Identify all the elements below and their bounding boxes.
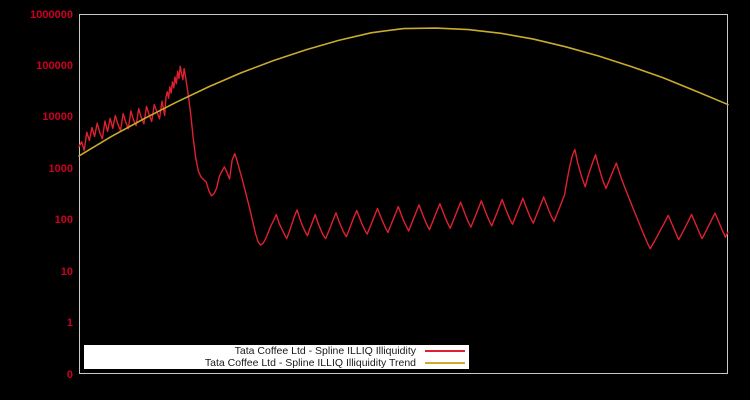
legend-entry-illiquidity-trend: Tata Coffee Ltd - Spline ILLIQ Illiquidi… (84, 357, 469, 369)
y-axis-tick-100: 100 (54, 214, 73, 226)
line-series-illiquidity (78, 65, 729, 250)
legend-swatch-illiquidity (425, 350, 465, 352)
legend-entry-illiquidity: Tata Coffee Ltd - Spline ILLIQ Illiquidi… (84, 345, 469, 357)
y-axis-tick-labels: 1000000 100000 10000 1000 100 10 1 0 (0, 0, 73, 400)
y-axis-tick-1000000: 1000000 (30, 9, 73, 21)
line-series-illiquidity-trend (78, 27, 729, 157)
y-axis-tick-10: 10 (60, 266, 73, 278)
y-axis-tick-1: 1 (66, 317, 73, 329)
y-axis-tick-100000: 100000 (36, 60, 73, 72)
y-axis-tick-1000: 1000 (48, 163, 73, 175)
chart-legend: Tata Coffee Ltd - Spline ILLIQ Illiquidi… (84, 345, 469, 369)
y-axis-tick-10000: 10000 (42, 111, 73, 123)
y-axis-tick-0: 0 (66, 369, 73, 381)
legend-swatch-illiquidity-trend (425, 362, 465, 364)
plot-area (79, 14, 728, 374)
legend-label-illiquidity: Tata Coffee Ltd - Spline ILLIQ Illiquidi… (234, 345, 416, 357)
legend-label-illiquidity-trend: Tata Coffee Ltd - Spline ILLIQ Illiquidi… (204, 357, 416, 369)
